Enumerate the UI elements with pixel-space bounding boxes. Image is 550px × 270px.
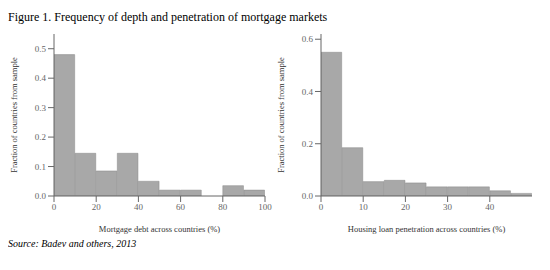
svg-text:0.5: 0.5 xyxy=(35,44,47,54)
svg-text:60: 60 xyxy=(176,202,186,212)
svg-text:20: 20 xyxy=(401,202,411,212)
svg-text:0.6: 0.6 xyxy=(302,34,314,44)
svg-text:0: 0 xyxy=(319,202,324,212)
svg-text:10: 10 xyxy=(359,202,369,212)
svg-text:0.0: 0.0 xyxy=(302,191,314,201)
svg-text:0: 0 xyxy=(52,202,57,212)
svg-text:0.3: 0.3 xyxy=(35,103,47,113)
svg-text:30: 30 xyxy=(443,202,453,212)
svg-text:0.0: 0.0 xyxy=(35,191,47,201)
svg-text:40: 40 xyxy=(134,202,144,212)
svg-text:40: 40 xyxy=(485,202,495,212)
svg-text:100: 100 xyxy=(258,202,272,212)
svg-text:0.2: 0.2 xyxy=(302,139,313,149)
svg-text:Fraction of countries from sam: Fraction of countries from sample xyxy=(276,57,286,173)
svg-text:Mortgage debt across countries: Mortgage debt across countries (%) xyxy=(99,224,220,234)
svg-text:Fraction of countries from sam: Fraction of countries from sample xyxy=(9,57,19,173)
html-text:Figure 1. Frequency of depth a: Figure 1. Frequency of depth and penetra… xyxy=(8,10,328,24)
svg-text:80: 80 xyxy=(218,202,228,212)
svg-text:0.4: 0.4 xyxy=(35,73,47,83)
svg-text:0.4: 0.4 xyxy=(302,87,314,97)
html-text:Source: Badev and others, 2013: Source: Badev and others, 2013 xyxy=(8,238,137,249)
svg-text:20: 20 xyxy=(92,202,102,212)
svg-text:0.1: 0.1 xyxy=(35,162,46,172)
svg-text:Housing loan penetration acros: Housing loan penetration across countrie… xyxy=(348,224,506,234)
svg-text:0.2: 0.2 xyxy=(35,132,46,142)
